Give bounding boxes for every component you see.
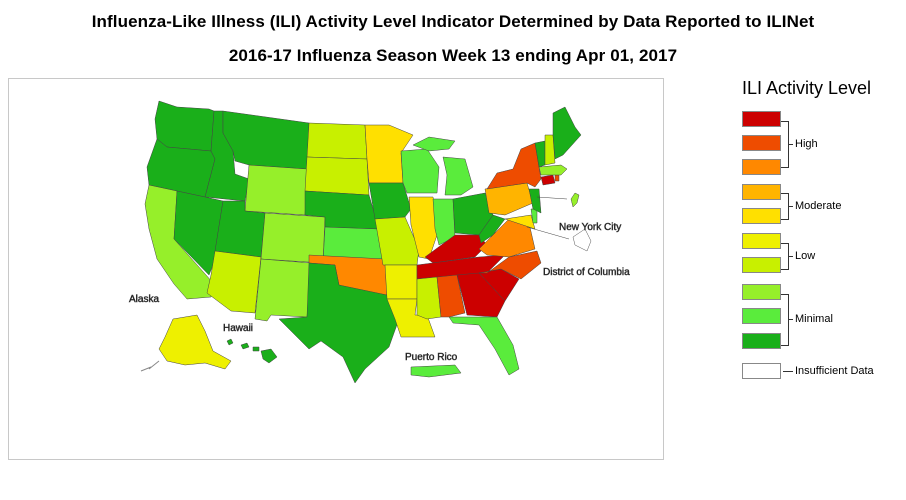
state-new-mexico[interactable] xyxy=(254,258,312,322)
legend-swatch-insufficient xyxy=(742,363,781,379)
state-iowa[interactable] xyxy=(368,182,412,220)
state-michigan[interactable] xyxy=(442,156,474,196)
state-missouri[interactable] xyxy=(374,216,420,266)
state-new-jersey[interactable] xyxy=(528,188,542,214)
legend-swatch-level-1 xyxy=(742,333,781,349)
state-michigan-up[interactable] xyxy=(412,136,456,152)
state-wyoming[interactable] xyxy=(244,164,308,216)
legend-swatch-level-2 xyxy=(742,308,781,324)
state-maryland[interactable] xyxy=(504,214,536,230)
tick-minimal xyxy=(789,319,793,320)
state-florida[interactable] xyxy=(448,316,520,376)
legend-swatch-level-9 xyxy=(742,135,781,151)
tick-low xyxy=(789,256,793,257)
state-new-york-city[interactable] xyxy=(570,192,580,208)
tick-insufficient xyxy=(783,371,793,372)
state-wisconsin[interactable] xyxy=(400,148,440,194)
legend-label-moderate: Moderate xyxy=(795,200,842,212)
legend-swatch-level-4 xyxy=(742,257,781,273)
state-arizona[interactable] xyxy=(206,250,262,314)
label-new-york-city: New York City xyxy=(559,222,621,233)
state-district-of-columbia[interactable] xyxy=(572,228,592,252)
state-louisiana[interactable] xyxy=(386,298,436,338)
map-subtitle: 2016-17 Influenza Season Week 13 ending … xyxy=(228,46,678,65)
tick-high xyxy=(789,144,793,145)
state-georgia[interactable] xyxy=(456,272,506,318)
state-new-york[interactable] xyxy=(486,142,542,190)
state-north-carolina[interactable] xyxy=(478,250,542,280)
dc-leader xyxy=(526,226,570,240)
legend-swatch-level-3 xyxy=(742,284,781,300)
us-map: Alaska Hawaii Puerto Rico New York City … xyxy=(129,100,630,384)
state-rhode-island[interactable] xyxy=(554,174,560,182)
state-puerto-rico[interactable] xyxy=(410,364,462,378)
legend-label-low: Low xyxy=(795,250,816,262)
state-maine[interactable] xyxy=(552,106,582,160)
state-virginia[interactable] xyxy=(478,218,536,258)
state-north-dakota[interactable] xyxy=(306,122,368,160)
state-texas[interactable] xyxy=(278,262,400,384)
label-puerto-rico: Puerto Rico xyxy=(405,352,458,363)
legend-swatch-level-6 xyxy=(742,208,781,224)
state-washington[interactable] xyxy=(154,100,215,152)
state-alabama[interactable] xyxy=(436,274,466,318)
legend: ILI Activity Level High Moderate Low Min… xyxy=(735,78,905,388)
state-hawaii[interactable] xyxy=(226,338,278,364)
us-map-frame: Alaska Hawaii Puerto Rico New York City … xyxy=(8,78,664,460)
label-district-of-columbia: District of Columbia xyxy=(543,267,630,278)
map-title: Influenza-Like Illness (ILI) Activity Le… xyxy=(91,12,815,31)
state-alaska-chain xyxy=(140,360,160,372)
bracket-moderate xyxy=(781,193,789,220)
nyc-leader xyxy=(536,196,568,200)
legend-swatch-level-8 xyxy=(742,159,781,175)
legend-label-high: High xyxy=(795,138,818,150)
legend-swatch-level-5 xyxy=(742,233,781,249)
legend-label-minimal: Minimal xyxy=(795,313,833,325)
label-alaska: Alaska xyxy=(129,294,159,305)
bracket-high xyxy=(781,121,789,168)
legend-swatch-level-7 xyxy=(742,184,781,200)
state-arkansas[interactable] xyxy=(384,264,418,300)
state-south-dakota[interactable] xyxy=(304,156,370,196)
state-connecticut[interactable] xyxy=(540,174,556,186)
legend-swatch-level-10 xyxy=(742,111,781,127)
state-massachusetts[interactable] xyxy=(538,164,568,176)
legend-label-insufficient: Insufficient Data xyxy=(795,365,874,377)
tick-moderate xyxy=(789,206,793,207)
state-montana[interactable] xyxy=(222,110,310,170)
state-alaska[interactable] xyxy=(158,314,232,370)
state-mississippi[interactable] xyxy=(416,276,442,320)
bracket-low xyxy=(781,243,789,270)
label-hawaii: Hawaii xyxy=(223,323,253,334)
state-new-hampshire[interactable] xyxy=(544,134,556,166)
state-west-virginia[interactable] xyxy=(478,214,506,244)
legend-title: ILI Activity Level xyxy=(742,78,872,98)
bracket-minimal xyxy=(781,294,789,346)
